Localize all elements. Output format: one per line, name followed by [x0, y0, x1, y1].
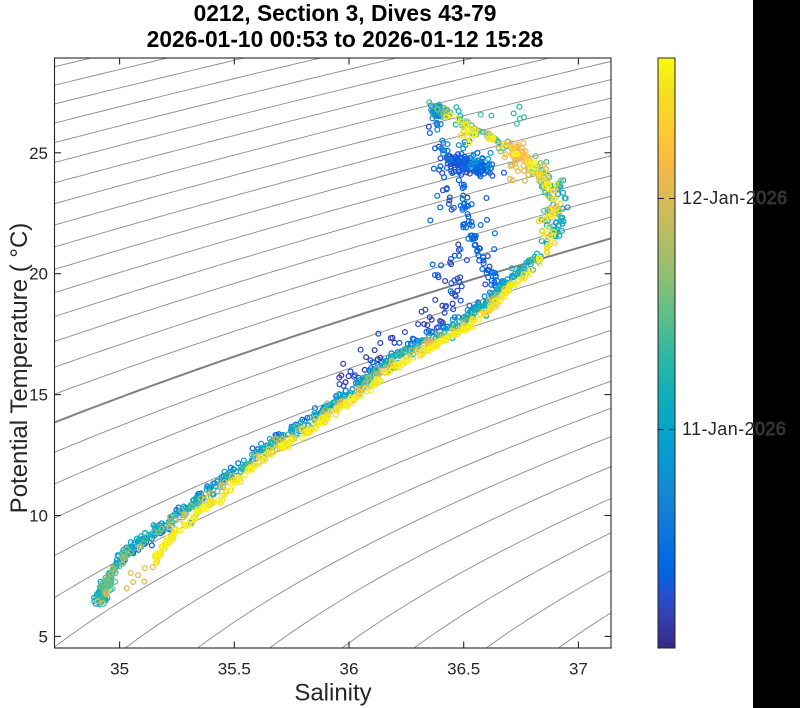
- svg-text:35.5: 35.5: [218, 660, 251, 679]
- svg-text:35: 35: [110, 660, 129, 679]
- svg-text:12-Jan-2026: 12-Jan-2026: [682, 188, 787, 208]
- svg-text:11-Jan-2026: 11-Jan-2026: [682, 419, 786, 439]
- svg-text:0212, Section 3, Dives 43-79: 0212, Section 3, Dives 43-79: [194, 0, 497, 26]
- svg-text:36: 36: [340, 660, 359, 679]
- svg-text:Salinity: Salinity: [294, 680, 371, 707]
- svg-text:15: 15: [29, 386, 48, 405]
- svg-text:12-Jan-2026: 12-Jan-2026: [682, 188, 787, 208]
- svg-text:11-Jan-2026: 11-Jan-2026: [682, 419, 786, 439]
- svg-text:36.5: 36.5: [447, 660, 480, 679]
- svg-text:10: 10: [29, 507, 48, 526]
- svg-text:Potential Temperature ( °C): Potential Temperature ( °C): [6, 223, 33, 514]
- svg-text:2026-01-10 00:53 to 2026-01-12: 2026-01-10 00:53 to 2026-01-12 15:28: [147, 26, 544, 52]
- svg-text:20: 20: [29, 265, 48, 284]
- svg-text:37: 37: [569, 660, 588, 679]
- svg-text:5: 5: [39, 627, 48, 646]
- svg-text:25: 25: [29, 144, 48, 163]
